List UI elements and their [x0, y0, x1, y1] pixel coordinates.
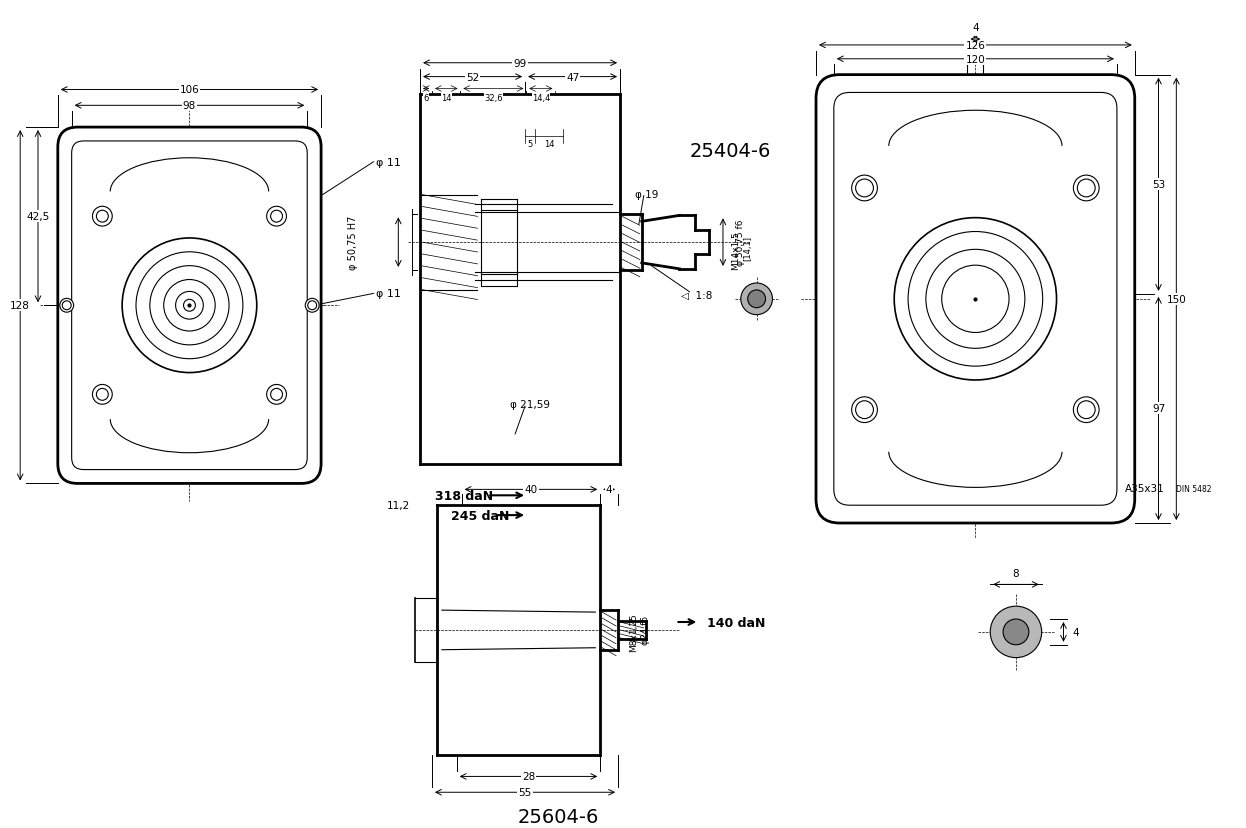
Text: 126: 126 [966, 41, 986, 51]
Text: 128: 128 [10, 301, 30, 310]
Text: 52: 52 [466, 73, 480, 83]
Circle shape [1073, 176, 1099, 201]
Text: 150: 150 [1166, 295, 1186, 305]
Text: 4: 4 [606, 484, 613, 495]
Circle shape [267, 385, 287, 405]
Text: 6: 6 [424, 94, 429, 103]
Circle shape [748, 291, 765, 308]
Circle shape [92, 207, 112, 227]
Text: 120: 120 [966, 55, 986, 65]
Text: 42,5: 42,5 [26, 212, 50, 222]
Circle shape [991, 606, 1042, 657]
FancyBboxPatch shape [57, 128, 321, 484]
Text: φ 50,75 f6: φ 50,75 f6 [736, 219, 745, 266]
Text: 25404-6: 25404-6 [689, 142, 771, 161]
Text: φ 11: φ 11 [375, 157, 400, 167]
Text: 55: 55 [518, 787, 532, 797]
Text: 4: 4 [1072, 627, 1079, 637]
FancyBboxPatch shape [816, 75, 1135, 523]
Circle shape [852, 176, 877, 201]
Circle shape [1003, 619, 1029, 645]
Circle shape [92, 385, 112, 405]
Text: 98: 98 [183, 101, 196, 111]
Text: 14: 14 [441, 94, 451, 103]
Circle shape [741, 284, 773, 315]
Text: 97: 97 [1151, 404, 1165, 414]
Text: 8: 8 [1013, 568, 1019, 578]
Text: M14x1,5: M14x1,5 [731, 231, 740, 270]
Circle shape [305, 299, 319, 313]
Text: 245 daN: 245 daN [451, 509, 510, 522]
Text: 14: 14 [545, 140, 554, 149]
Text: 106: 106 [179, 85, 199, 95]
Text: 4: 4 [972, 23, 978, 33]
Circle shape [60, 299, 74, 313]
Text: 32,6: 32,6 [485, 94, 502, 103]
Circle shape [267, 207, 287, 227]
Text: A35x31: A35x31 [1125, 484, 1165, 493]
Text: 53: 53 [1151, 180, 1165, 190]
Text: DIN 5482: DIN 5482 [1176, 484, 1212, 493]
Text: 47: 47 [566, 73, 579, 83]
Text: φ 50,75 H7: φ 50,75 H7 [348, 215, 358, 270]
Circle shape [852, 397, 877, 423]
Text: φ 21,59: φ 21,59 [510, 400, 549, 410]
Text: 25604-6: 25604-6 [517, 806, 599, 826]
Text: 14,4: 14,4 [532, 94, 549, 103]
Text: 11,2: 11,2 [388, 501, 410, 511]
Text: 99: 99 [513, 59, 527, 69]
Text: 318 daN: 318 daN [435, 489, 492, 503]
Text: 40: 40 [525, 484, 537, 495]
Text: φ 19: φ 19 [635, 190, 658, 200]
Text: 5: 5 [527, 140, 533, 149]
Text: φ24 f6: φ24 f6 [642, 615, 650, 645]
Text: 28: 28 [522, 772, 535, 782]
Circle shape [1073, 397, 1099, 423]
Text: [14,1]: [14,1] [743, 235, 751, 260]
Text: 140 daN: 140 daN [708, 616, 765, 628]
Text: M8x1,25: M8x1,25 [629, 613, 638, 652]
Text: φ 11: φ 11 [375, 289, 400, 299]
Text: ◁  1:8: ◁ 1:8 [680, 291, 711, 301]
